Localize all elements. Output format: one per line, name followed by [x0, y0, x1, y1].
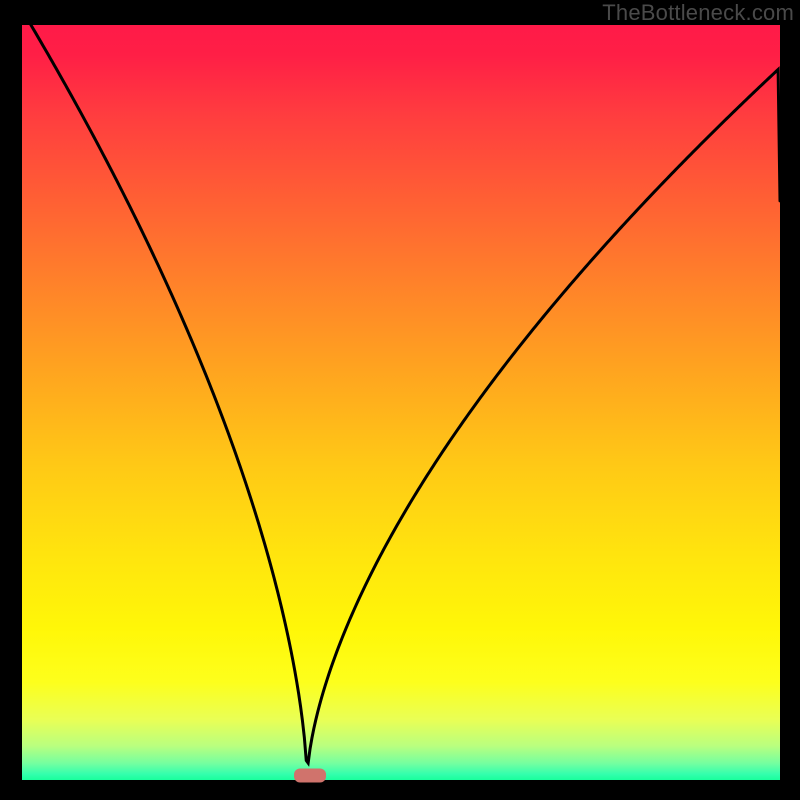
optimal-marker	[294, 768, 326, 782]
watermark-text: TheBottleneck.com	[602, 0, 794, 26]
bottleneck-chart	[0, 0, 800, 800]
chart-plot-area	[22, 25, 780, 780]
